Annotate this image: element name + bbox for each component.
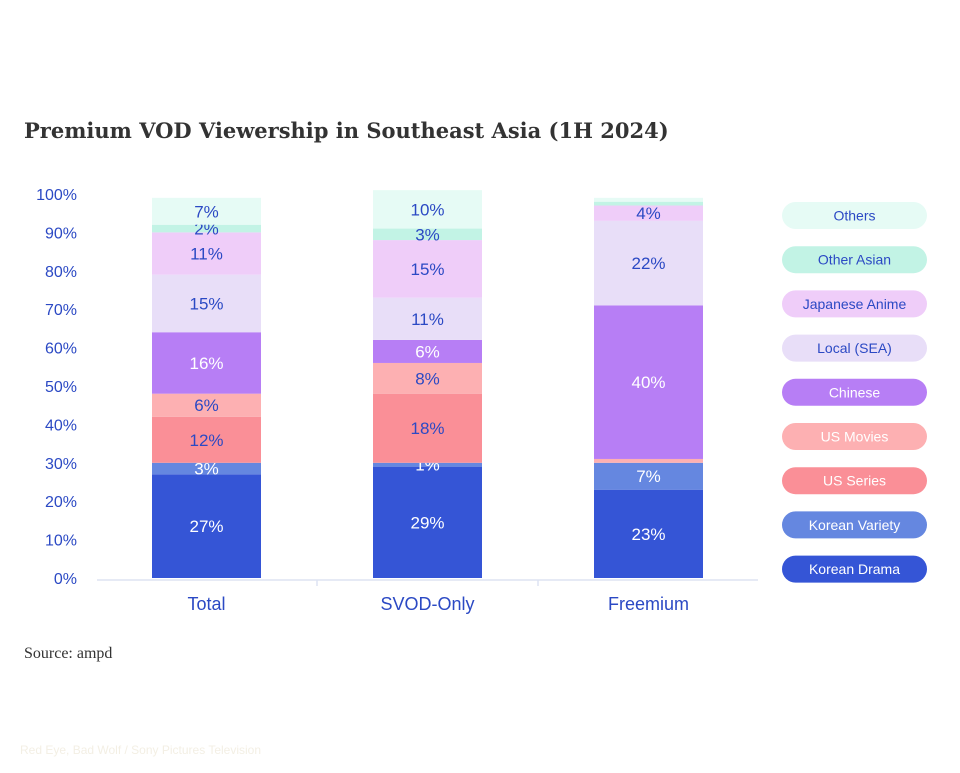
y-tick-label-20: 20% bbox=[45, 494, 77, 511]
y-tick-label-40: 40% bbox=[45, 417, 77, 434]
bar-total-us-series bbox=[152, 416, 261, 463]
bar-freemium-us-movies bbox=[594, 458, 703, 463]
bar-freemium-chinese bbox=[594, 305, 703, 459]
x-tick-label-svod-only: SVOD-Only bbox=[380, 594, 474, 614]
image-caption: Red Eye, Bad Wolf / Sony Pictures Televi… bbox=[20, 743, 262, 757]
bar-freemium-korean-variety bbox=[594, 462, 703, 490]
data-label-svod-only-chinese: 6% bbox=[415, 342, 440, 361]
data-label-freemium-japanese-anime: 4% bbox=[636, 204, 661, 223]
data-label-total-us-movies: 6% bbox=[194, 396, 219, 415]
bar-total-japanese-anime bbox=[152, 232, 261, 275]
y-tick-label-70: 70% bbox=[45, 302, 77, 319]
bar-freemium-local-sea bbox=[594, 220, 703, 306]
data-label-freemium-korean-drama: 23% bbox=[631, 525, 665, 544]
data-label-total-local-sea: 15% bbox=[189, 294, 223, 313]
bar-svod-only-chinese bbox=[373, 339, 482, 363]
legend-swatch-local-sea bbox=[782, 334, 927, 362]
y-tick-label-90: 90% bbox=[45, 225, 77, 242]
legend-label-korean-drama: Korean Drama bbox=[809, 561, 900, 577]
y-tick-label-30: 30% bbox=[45, 456, 77, 473]
data-label-freemium-chinese: 40% bbox=[631, 373, 665, 392]
x-tick-label-freemium: Freemium bbox=[608, 594, 689, 614]
bar-svod-only-us-series bbox=[373, 393, 482, 463]
x-axis: Total SVOD-Only Freemium bbox=[97, 579, 758, 614]
bar-svod-only-korean-drama bbox=[373, 466, 482, 578]
bar-total-local-sea bbox=[152, 274, 261, 333]
data-label-total-chinese: 16% bbox=[189, 354, 223, 373]
legend-swatch-us-series bbox=[782, 467, 927, 495]
legend-label-us-movies: US Movies bbox=[821, 429, 889, 445]
data-label-svod-only-others: 10% bbox=[410, 200, 444, 219]
bar-total-chinese bbox=[152, 332, 261, 394]
data-label-svod-only-other-asian: 3% bbox=[415, 225, 440, 244]
y-tick-label-60: 60% bbox=[45, 341, 77, 358]
bar-svod-only-korean-variety bbox=[373, 462, 482, 467]
legend-label-chinese: Chinese bbox=[829, 384, 881, 400]
legend-swatch-japanese-anime bbox=[782, 290, 927, 318]
bar-total-korean-variety bbox=[152, 462, 261, 475]
data-label-total-korean-variety: 3% bbox=[194, 460, 219, 479]
bar-freemium-other-asian bbox=[594, 201, 703, 206]
data-label-total-us-series: 12% bbox=[189, 431, 223, 450]
bar-svod-only-us-movies bbox=[373, 362, 482, 394]
bar-freemium-others bbox=[594, 197, 703, 202]
legend-label-korean-variety: Korean Variety bbox=[809, 517, 901, 533]
legend-label-us-series: US Series bbox=[823, 473, 886, 489]
data-label-total-korean-drama: 27% bbox=[189, 517, 223, 536]
data-label-total-japanese-anime: 11% bbox=[190, 245, 223, 264]
bar-freemium-japanese-anime bbox=[594, 205, 703, 221]
legend-label-japanese-anime: Japanese Anime bbox=[803, 296, 907, 312]
source-note: Source: ampd bbox=[24, 645, 113, 662]
data-label-svod-only-us-movies: 8% bbox=[415, 369, 440, 388]
legend-swatch-others bbox=[782, 202, 927, 229]
bar-svod-only-others bbox=[373, 190, 482, 229]
data-label-freemium-korean-variety: 7% bbox=[636, 467, 661, 486]
data-label-svod-only-us-series: 18% bbox=[410, 419, 444, 438]
bar-svod-only-japanese-anime bbox=[373, 240, 482, 298]
y-tick-label-0: 0% bbox=[54, 571, 77, 588]
y-axis: 0% 10% 20% 30% 40% 50% 60% 70% 80% 90% 100% bbox=[36, 187, 77, 588]
bar-freemium-korean-drama bbox=[594, 489, 703, 578]
bar-total-others bbox=[152, 197, 261, 225]
data-label-svod-only-japanese-anime: 15% bbox=[410, 260, 444, 279]
legend-swatch-chinese bbox=[782, 378, 927, 406]
legend-swatch-korean-drama bbox=[782, 555, 927, 583]
legend-label-local-sea: Local (SEA) bbox=[817, 340, 892, 356]
data-label-total-others: 7% bbox=[194, 202, 219, 221]
legend-swatch-us-movies bbox=[782, 423, 927, 450]
y-tick-label-50: 50% bbox=[45, 379, 77, 396]
bar-total-other-asian bbox=[152, 224, 261, 233]
legend-swatch-korean-variety bbox=[782, 511, 927, 539]
chart-title: Premium VOD Viewership in Southeast Asia… bbox=[24, 118, 669, 143]
legend-label-other-asian: Other Asian bbox=[818, 252, 891, 268]
y-tick-label-10: 10% bbox=[45, 533, 77, 550]
data-label-svod-only-local-sea: 11% bbox=[411, 310, 444, 329]
x-tick-label-total: Total bbox=[187, 594, 225, 614]
y-tick-label-80: 80% bbox=[45, 264, 77, 281]
legend: Others Other Asian Japanese Anime Local (SE… bbox=[782, 202, 927, 583]
bar-svod-only-other-asian bbox=[373, 228, 482, 241]
bar-svod-only-local-sea bbox=[373, 297, 482, 340]
bars: 27%3%12%6%16%15%11%2%7%29%1%18%8%6%11%15… bbox=[152, 190, 703, 578]
data-label-freemium-local-sea: 22% bbox=[631, 254, 665, 273]
legend-swatch-other-asian bbox=[782, 246, 927, 274]
y-tick-label-100: 100% bbox=[36, 187, 77, 204]
bar-total-us-movies bbox=[152, 393, 261, 417]
data-label-svod-only-korean-drama: 29% bbox=[410, 513, 444, 532]
bar-total-korean-drama bbox=[152, 474, 261, 578]
legend-label-others: Others bbox=[833, 208, 875, 224]
